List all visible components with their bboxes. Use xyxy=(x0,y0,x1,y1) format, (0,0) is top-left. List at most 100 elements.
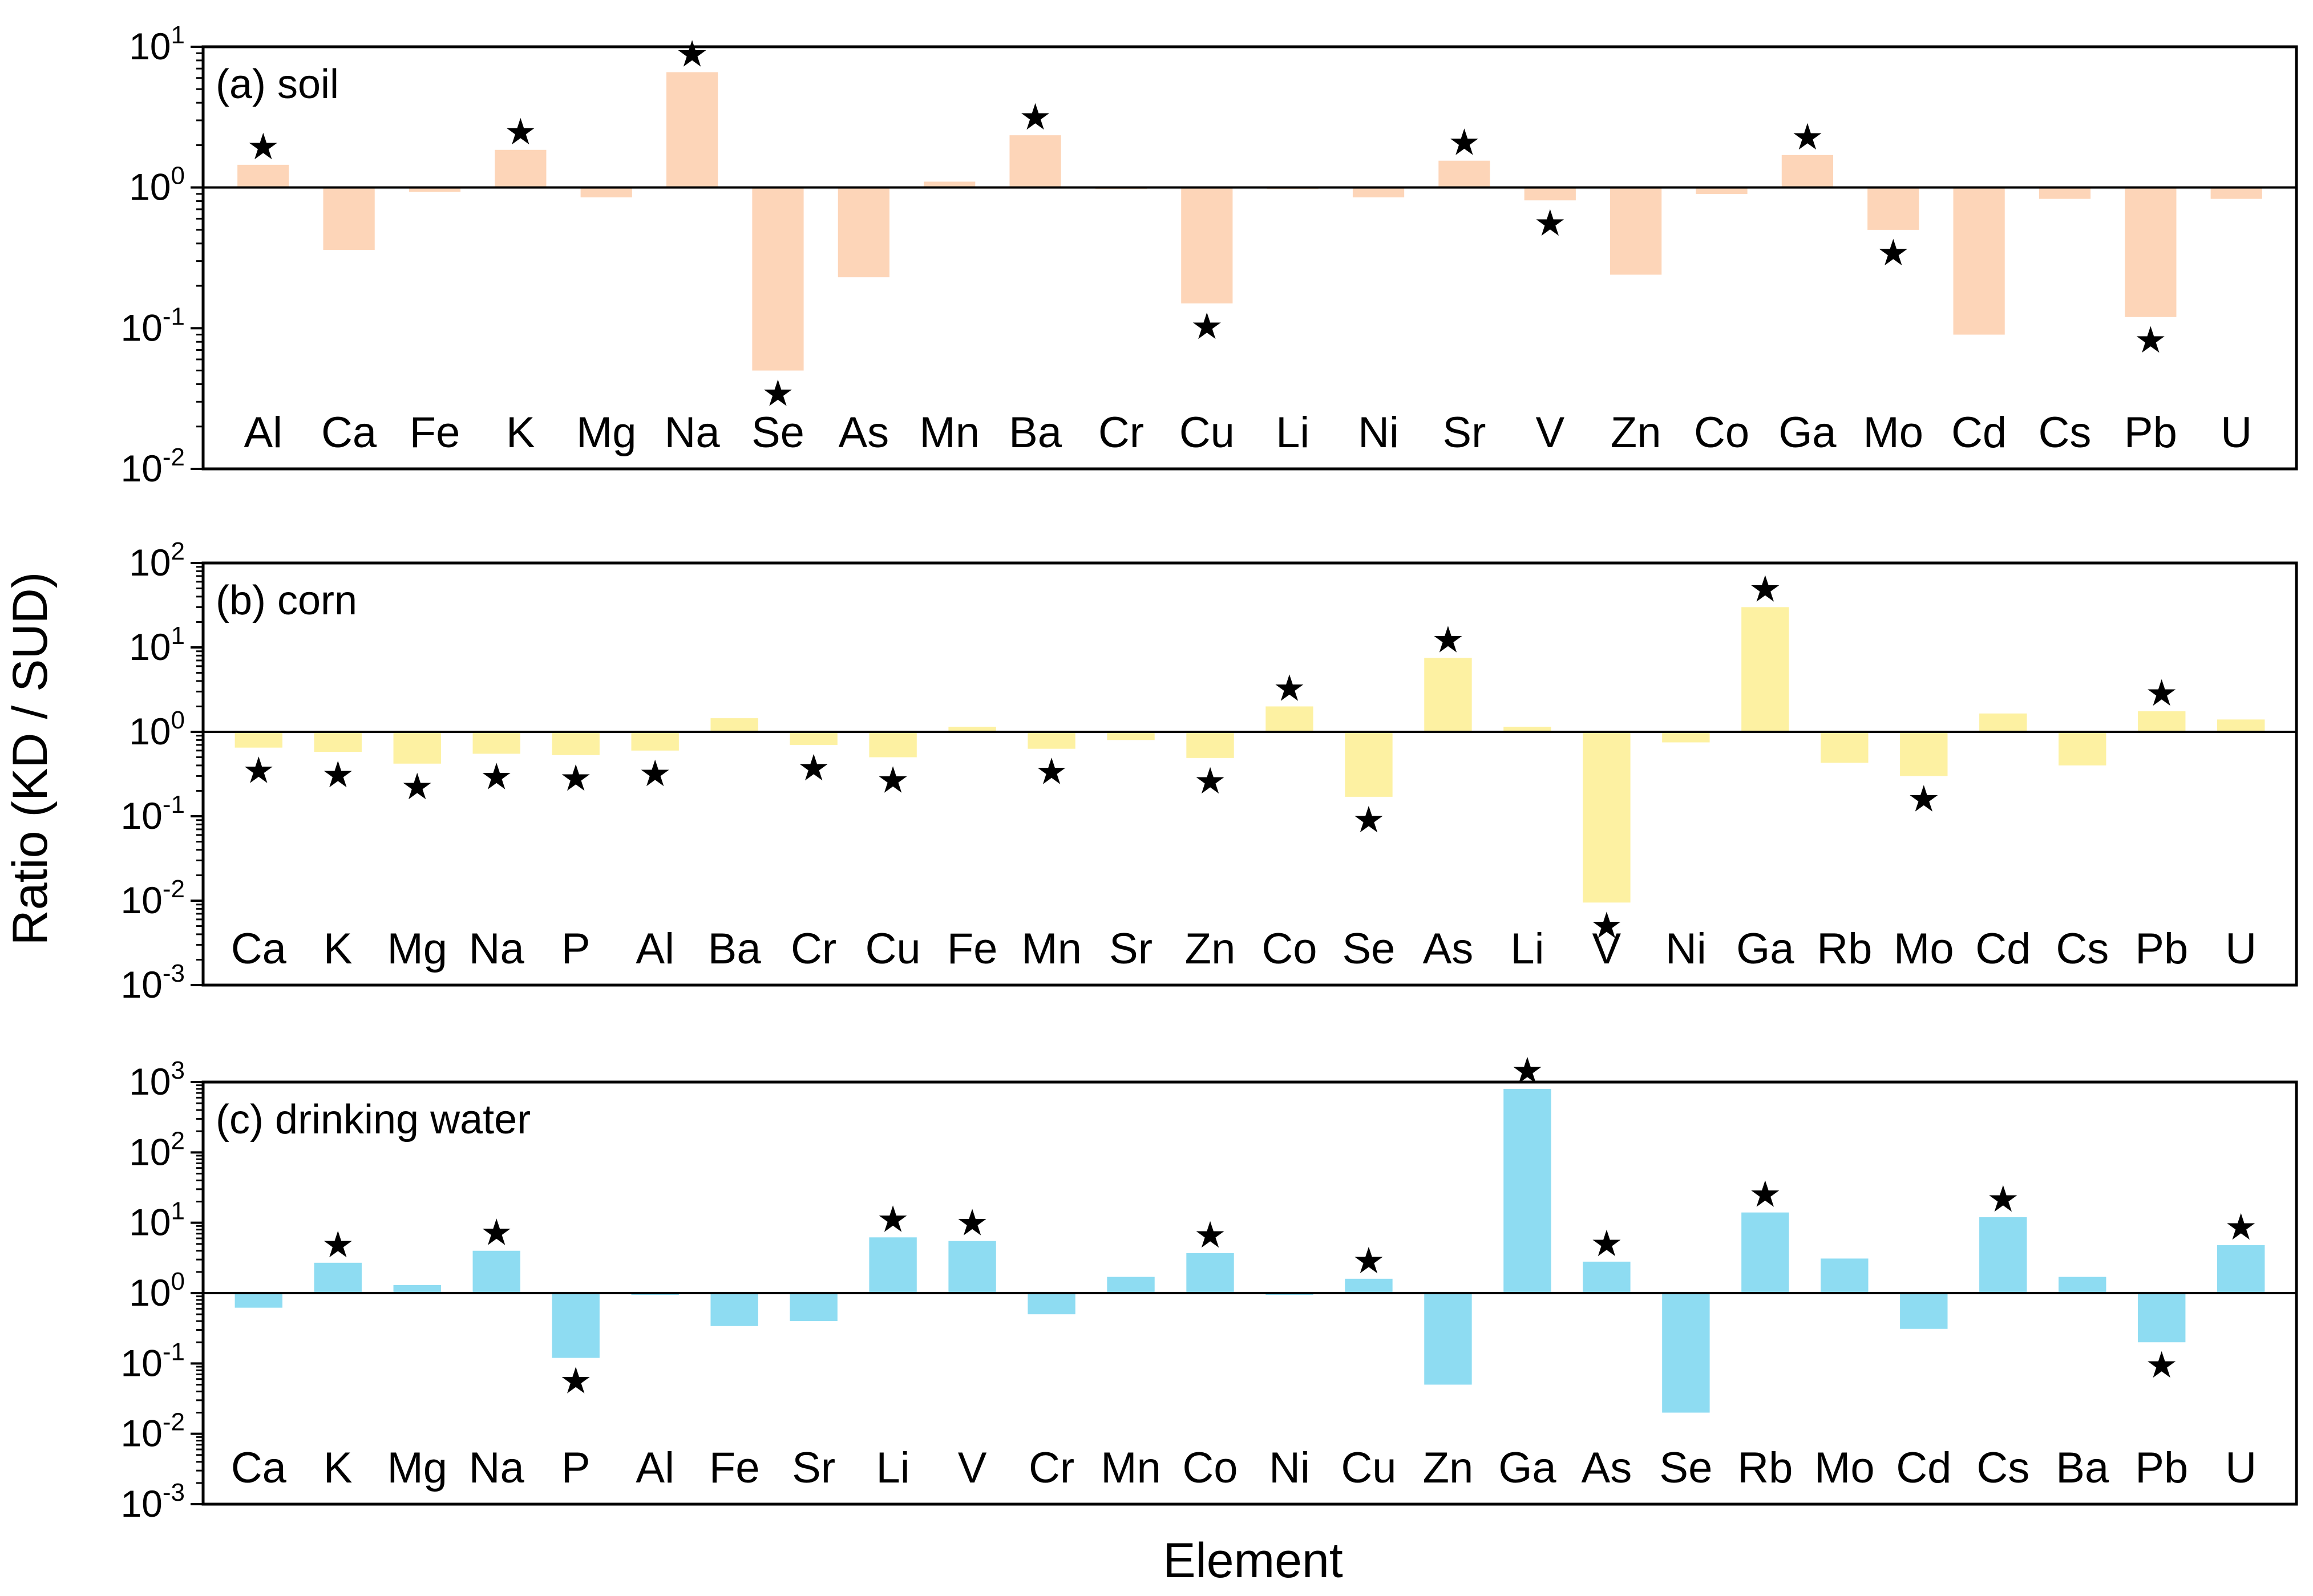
element-label-Li: Li xyxy=(876,1444,910,1492)
element-label-Sr: Sr xyxy=(1442,408,1486,457)
element-label-P: P xyxy=(561,925,591,973)
bar-U xyxy=(2217,1245,2265,1293)
significance-star: ★ xyxy=(1987,1178,2019,1220)
element-label-Al: Al xyxy=(636,1444,674,1492)
significance-star: ★ xyxy=(762,373,794,414)
plot-frame xyxy=(201,45,2298,471)
element-label-Cu: Cu xyxy=(866,925,921,973)
bar-Ca xyxy=(234,1293,282,1308)
panel-title: (c) drinking water xyxy=(216,1097,531,1143)
significance-star: ★ xyxy=(1749,568,1781,609)
element-label-Mn: Mn xyxy=(919,408,980,457)
element-label-As: As xyxy=(838,408,889,457)
significance-star: ★ xyxy=(322,754,354,795)
bar-Zn xyxy=(1424,1293,1472,1385)
y-tick-label: 101 xyxy=(129,622,185,668)
element-label-Ni: Ni xyxy=(1358,408,1399,457)
bar-Mo xyxy=(1821,1258,1869,1293)
y-tick-label: 10-1 xyxy=(120,1338,185,1384)
bar-Ga xyxy=(1741,607,1789,732)
element-label-Mn: Mn xyxy=(1021,925,1082,973)
element-label-Zn: Zn xyxy=(1611,408,1661,457)
element-label-Cs: Cs xyxy=(2056,925,2109,973)
significance-star: ★ xyxy=(1448,122,1481,163)
element-label-Cs: Cs xyxy=(1976,1444,2029,1492)
bar-Ga xyxy=(1503,1088,1551,1293)
element-label-Pb: Pb xyxy=(2135,1444,2188,1492)
element-label-Zn: Zn xyxy=(1423,1444,1474,1492)
bar-Ni xyxy=(1352,187,1405,198)
element-label-As: As xyxy=(1582,1444,1632,1492)
bar-Se xyxy=(1662,1293,1710,1413)
significance-star: ★ xyxy=(1191,306,1223,347)
bar-Cs xyxy=(2059,732,2106,765)
element-label-Ni: Ni xyxy=(1665,925,1707,973)
bar-Cu xyxy=(1345,1278,1393,1293)
element-label-Cu: Cu xyxy=(1179,408,1235,457)
bar-Al xyxy=(631,732,679,751)
significance-star: ★ xyxy=(560,1360,592,1401)
bar-Mo xyxy=(1867,187,1919,230)
significance-star: ★ xyxy=(1534,202,1566,244)
bar-Sr xyxy=(790,1293,838,1322)
significance-star: ★ xyxy=(876,760,909,801)
panel-3: ★ ★ ★ ★ ★ ★ ★ ★ ★ ★ ★ ★ ★ Ca K Mg Na P Al Fe Sr Li V Cr Mn Co Ni Cu… xyxy=(120,1050,2298,1525)
element-label-Al: Al xyxy=(244,408,282,457)
element-label-Ga: Ga xyxy=(1498,1444,1556,1492)
significance-star: ★ xyxy=(247,126,280,167)
plot-frame xyxy=(201,561,2298,987)
element-label-Na: Na xyxy=(665,408,721,457)
bar-Pb xyxy=(2138,711,2186,732)
bar-Mg xyxy=(580,187,632,198)
bar-Ca xyxy=(234,732,282,748)
bar-Cd xyxy=(1900,1293,1948,1329)
x-axis-title: Element xyxy=(1163,1533,1343,1588)
bar-Li xyxy=(1503,727,1551,732)
bar-Mn xyxy=(1028,732,1075,749)
bar-Sr xyxy=(1107,732,1155,740)
element-label-V: V xyxy=(1592,925,1621,973)
bar-Zn xyxy=(1610,187,1662,275)
bar-Mg xyxy=(393,1285,441,1293)
element-label-Mg: Mg xyxy=(387,925,447,973)
y-tick-label: 101 xyxy=(129,21,185,67)
y-axis-title: Ratio (KD / SUD) xyxy=(3,572,58,946)
significance-star: ★ xyxy=(322,1224,354,1265)
bar-Zn xyxy=(1186,732,1234,758)
element-label-Fe: Fe xyxy=(947,925,998,973)
element-label-Cu: Cu xyxy=(1341,1444,1396,1492)
bar-As xyxy=(1583,1261,1631,1293)
bar-Ca xyxy=(323,187,375,250)
significance-star: ★ xyxy=(1791,116,1823,157)
bar-Rb xyxy=(1741,1212,1789,1293)
element-label-Fe: Fe xyxy=(709,1444,760,1492)
significance-star: ★ xyxy=(797,747,830,788)
element-label-Co: Co xyxy=(1694,408,1749,457)
significance-star: ★ xyxy=(1019,96,1052,137)
element-label-Cd: Cd xyxy=(1896,1444,1951,1492)
significance-star: ★ xyxy=(2225,1206,2257,1247)
element-label-U: U xyxy=(2225,1444,2257,1492)
y-tick-label: 10-3 xyxy=(120,959,185,1006)
bar-V xyxy=(1583,732,1631,903)
significance-star: ★ xyxy=(480,756,513,797)
significance-star: ★ xyxy=(1352,1240,1385,1281)
significance-star: ★ xyxy=(2145,673,2178,714)
significance-star: ★ xyxy=(1907,778,1940,819)
bar-Ba xyxy=(1009,135,1061,188)
element-label-Mo: Mo xyxy=(1894,925,1954,973)
bar-U xyxy=(2210,187,2262,199)
element-label-Cr: Cr xyxy=(791,925,836,973)
significance-star: ★ xyxy=(1035,751,1067,792)
y-tick-label: 10-1 xyxy=(120,791,185,837)
y-tick-label: 10-2 xyxy=(120,443,185,489)
bar-Na xyxy=(472,732,520,754)
element-label-V: V xyxy=(958,1444,987,1492)
bar-Cr xyxy=(790,732,838,745)
element-label-Mn: Mn xyxy=(1101,1444,1161,1492)
significance-star: ★ xyxy=(560,758,592,799)
bar-Cu xyxy=(1181,187,1233,303)
element-label-Mg: Mg xyxy=(576,408,637,457)
element-label-Pb: Pb xyxy=(2135,925,2188,973)
